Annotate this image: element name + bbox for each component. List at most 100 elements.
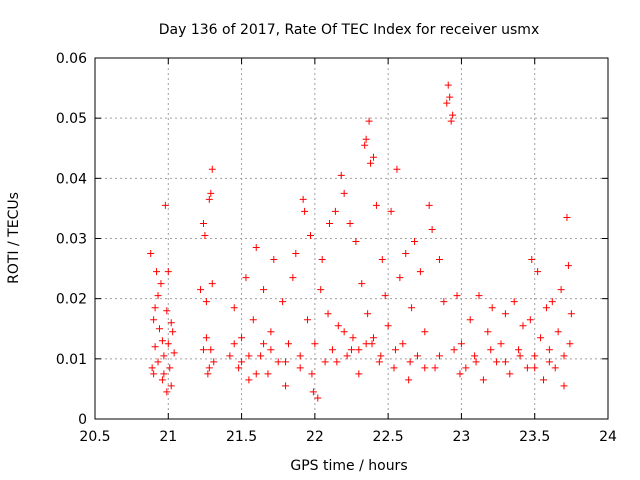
data-point [563, 213, 571, 221]
data-point [557, 286, 565, 294]
x-tick-label: 21 [159, 429, 177, 445]
data-point [166, 364, 174, 372]
data-point [493, 358, 501, 366]
data-point [421, 328, 429, 336]
data-point [292, 250, 300, 258]
x-tick-label: 22.5 [373, 429, 404, 445]
data-point [308, 370, 316, 378]
data-point [510, 298, 518, 306]
data-point [551, 364, 559, 372]
data-point [399, 340, 407, 348]
data-point [279, 298, 287, 306]
data-point [153, 268, 161, 276]
data-point [296, 364, 304, 372]
data-point [362, 135, 370, 143]
data-point [390, 364, 398, 372]
data-points [147, 81, 575, 402]
data-point [372, 201, 380, 209]
data-point [377, 352, 385, 360]
data-point [226, 352, 234, 360]
data-point [154, 358, 162, 366]
data-point [560, 382, 568, 390]
data-point [334, 322, 342, 330]
x-tick-label: 22 [306, 429, 324, 445]
data-point [501, 358, 509, 366]
data-point [317, 286, 325, 294]
data-point [416, 268, 424, 276]
data-point [340, 328, 348, 336]
data-point [252, 370, 260, 378]
y-tick-label: 0.02 [56, 292, 87, 308]
data-point [154, 292, 162, 300]
data-point [164, 340, 172, 348]
data-point [326, 219, 334, 227]
data-point [328, 346, 336, 354]
data-point [515, 346, 523, 354]
y-tick-label: 0.01 [56, 352, 87, 368]
data-point [170, 349, 178, 357]
data-point [364, 310, 372, 318]
data-point [534, 268, 542, 276]
data-point [526, 316, 534, 324]
data-point [282, 382, 290, 390]
data-point [384, 322, 392, 330]
data-point [362, 340, 370, 348]
data-point [471, 352, 479, 360]
y-axis-label: ROTI / TECUs [6, 192, 22, 284]
data-point [252, 244, 260, 252]
data-point [421, 364, 429, 372]
data-point [440, 298, 448, 306]
data-point [163, 388, 171, 396]
data-point [260, 340, 268, 348]
data-point [151, 304, 159, 312]
data-point [393, 165, 401, 173]
data-point [160, 370, 168, 378]
data-point [289, 274, 297, 282]
data-point [462, 364, 470, 372]
data-point [167, 319, 175, 327]
data-point [446, 93, 454, 101]
x-tick-label: 20.5 [79, 429, 110, 445]
data-point [450, 346, 458, 354]
data-point [355, 370, 363, 378]
data-point [340, 189, 348, 197]
data-point [260, 286, 268, 294]
data-point [456, 370, 464, 378]
data-point [444, 81, 452, 89]
data-point [257, 352, 265, 360]
data-point [160, 352, 168, 360]
data-point [375, 358, 383, 366]
data-point [331, 207, 339, 215]
data-point [361, 141, 369, 149]
data-point [348, 346, 355, 354]
data-point [488, 304, 496, 312]
data-point [245, 352, 253, 360]
x-tick-label: 24 [599, 429, 617, 445]
data-point [230, 304, 238, 312]
data-point [267, 328, 275, 336]
data-point [381, 292, 389, 300]
data-point [169, 328, 177, 336]
y-axis: 0 0.01 0.02 0.03 0.04 0.05 0.06 [56, 51, 608, 428]
data-point [408, 304, 416, 312]
data-point [545, 346, 553, 354]
data-point [369, 153, 377, 161]
data-point [349, 334, 357, 342]
data-point [443, 99, 451, 107]
data-point [391, 346, 399, 354]
data-point [208, 165, 216, 173]
data-point [238, 334, 246, 342]
data-point [567, 310, 575, 318]
data-point [333, 358, 341, 366]
data-point [411, 238, 419, 246]
data-point [484, 328, 492, 336]
data-point [425, 201, 433, 209]
data-point [435, 352, 443, 360]
data-point [346, 219, 354, 227]
data-point [202, 334, 210, 342]
data-point [151, 343, 159, 351]
data-point [199, 346, 207, 354]
data-point [560, 352, 568, 360]
data-point [501, 310, 509, 318]
x-tick-label: 23 [453, 429, 471, 445]
